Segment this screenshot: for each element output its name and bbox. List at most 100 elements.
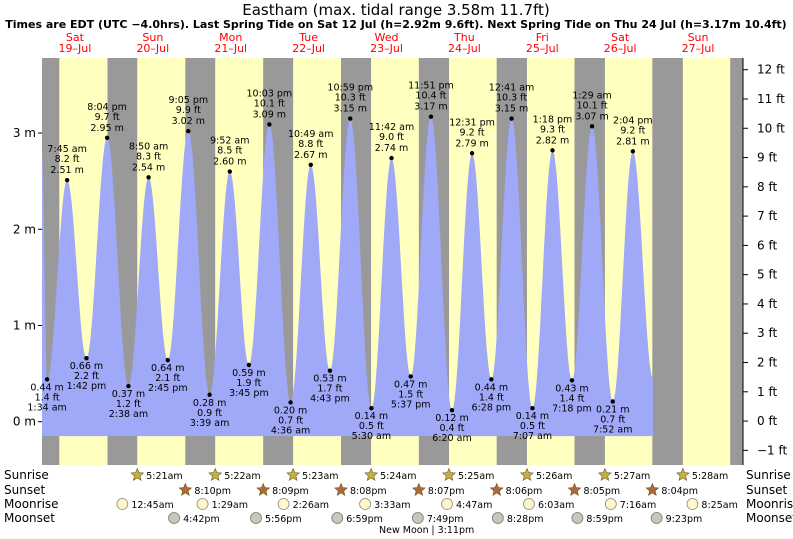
chart-subtitle: Times are EDT (UTC −4.0hrs). Last Spring… xyxy=(5,18,786,31)
high-tide-time: 10:59 pm xyxy=(327,83,373,94)
low-tide-time: 3:45 pm xyxy=(229,388,269,399)
moonset-icon xyxy=(331,512,344,524)
high-tide-metres: 2.79 m xyxy=(455,138,488,149)
low-tide-metres: 0.14 m xyxy=(355,411,388,422)
sunset-time: 8:07pm xyxy=(428,486,465,497)
high-tide-metres: 3.02 m xyxy=(172,116,205,127)
sunset-icon xyxy=(489,482,504,496)
high-tide-point xyxy=(550,148,555,153)
tide-curve xyxy=(42,116,653,437)
y-axes: 0 m 1 m 2 m 3 m −1 ft 0 ft 1 ft 2 ft 3 ft 4 ft 5 f… xyxy=(13,58,788,465)
sunset-icon xyxy=(256,482,271,496)
moonrise-time: 3:33am xyxy=(374,500,410,511)
low-tide-metres: 0.21 m xyxy=(596,404,629,415)
row-label-left: Sunset xyxy=(4,483,45,497)
high-tide-time: 10:49 am xyxy=(288,129,333,140)
high-tide-point xyxy=(469,151,475,156)
high-tide-metres: 2.82 m xyxy=(536,135,569,146)
moonrise-time: 2:26am xyxy=(293,500,329,511)
sunset-icon xyxy=(334,482,348,496)
daylight-band xyxy=(682,58,731,465)
sunset-time: 8:06pm xyxy=(506,486,543,497)
high-tide-metres: 2.67 m xyxy=(294,150,327,161)
high-tide-point xyxy=(509,116,514,121)
low-tide-feet: 1.5 ft xyxy=(398,389,423,400)
day-date: 23–Jul xyxy=(370,42,403,55)
high-tide-time: 10:03 pm xyxy=(246,88,292,99)
day-name: Sat xyxy=(66,31,85,44)
low-tide-point xyxy=(408,374,413,379)
sunset-icon xyxy=(178,482,193,496)
moonset-time: 7:49pm xyxy=(427,514,464,525)
high-tide-time: 9:05 pm xyxy=(168,95,208,106)
moonset-time: 9:23pm xyxy=(666,514,703,525)
day-name: Sat xyxy=(611,31,630,44)
sunset-icon xyxy=(411,482,426,496)
low-tide-point xyxy=(165,357,170,363)
moonrise-time: 7:16am xyxy=(620,500,656,511)
high-tide-feet: 10.1 ft xyxy=(254,98,285,109)
sunrise-time: 5:27am xyxy=(614,471,650,482)
moonrise-time: 8:25am xyxy=(701,500,737,511)
moonset-icon xyxy=(571,512,584,524)
low-tide-point xyxy=(126,383,131,389)
high-tide-feet: 9.2 ft xyxy=(620,125,645,136)
moonset-time: 5:56pm xyxy=(265,514,302,525)
sunrise-icon xyxy=(675,467,690,481)
high-tide-point xyxy=(146,175,151,180)
low-tide-time: 4:36 am xyxy=(271,425,310,436)
day-date: 25–Jul xyxy=(526,42,559,55)
sunset-icon xyxy=(645,482,660,496)
moonset-icon xyxy=(411,512,424,524)
low-tide-feet: 1.7 ft xyxy=(317,384,342,395)
low-tide-point xyxy=(327,368,333,373)
row-label-right: Sunrise xyxy=(746,468,791,482)
high-tide-point xyxy=(348,116,353,121)
low-tide-point xyxy=(610,399,615,404)
sunrise-icon xyxy=(442,467,456,481)
day-name: Mon xyxy=(219,31,242,44)
moonrise-icon xyxy=(604,498,617,510)
low-tide-metres: 0.59 m xyxy=(232,368,265,379)
sunset-icon xyxy=(567,482,582,496)
low-tide-time: 7:18 pm xyxy=(552,403,592,414)
low-tide-point xyxy=(369,406,374,411)
left-axis-label: 0 m xyxy=(13,415,36,429)
high-tide-metres: 2.51 m xyxy=(50,165,83,176)
high-tide-metres: 2.95 m xyxy=(90,123,123,134)
right-axis-label: 5 ft xyxy=(757,268,777,282)
right-axis-label: 0 ft xyxy=(757,414,777,428)
high-tide-point xyxy=(589,124,595,129)
low-tide-metres: 0.64 m xyxy=(151,363,184,374)
low-tide-point xyxy=(246,362,252,368)
high-tide-feet: 9.7 ft xyxy=(95,112,120,123)
high-tide-time: 1:18 pm xyxy=(533,114,573,125)
moonrise-icon xyxy=(686,498,699,510)
sunrise-time: 5:24am xyxy=(380,471,416,482)
day-name: Tue xyxy=(298,31,318,44)
moonset-icon xyxy=(491,512,504,524)
low-tide-feet: 0.4 ft xyxy=(439,423,464,434)
high-tide-metres: 3.07 m xyxy=(575,111,608,122)
high-tide-feet: 10.4 ft xyxy=(415,91,446,102)
left-axis-label: 1 m xyxy=(13,318,36,332)
high-tide-time: 1:29 am xyxy=(572,90,611,101)
day-date: 22–Jul xyxy=(292,42,325,55)
high-tide-metres: 2.60 m xyxy=(213,157,246,168)
day-date: 24–Jul xyxy=(448,42,481,55)
low-tide-point xyxy=(530,406,535,411)
moonrise-icon xyxy=(116,498,129,510)
day-date: 19–Jul xyxy=(59,42,92,55)
low-tide-metres: 0.28 m xyxy=(193,398,226,409)
high-tide-point xyxy=(389,155,394,161)
low-tide-metres: 0.20 m xyxy=(274,405,307,416)
low-tide-point xyxy=(569,378,575,383)
high-tide-point xyxy=(630,149,636,154)
high-tide-time: 11:51 pm xyxy=(408,81,454,92)
low-tide-metres: 0.12 m xyxy=(435,413,468,424)
right-axis-label: 9 ft xyxy=(757,151,777,165)
high-tide-feet: 8.3 ft xyxy=(136,151,161,162)
high-tide-point xyxy=(104,135,110,141)
moonrise-time: 6:03am xyxy=(538,500,574,511)
